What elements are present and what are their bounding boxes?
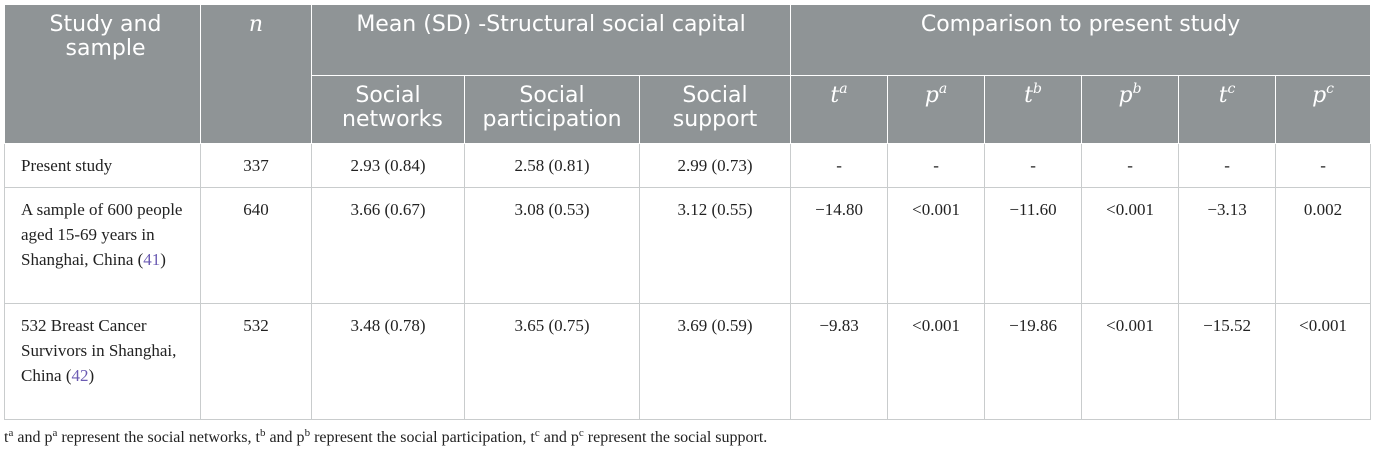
table-footnote: ta and pa represent the social networks,… (4, 427, 768, 447)
cell-t-a: −14.80 (790, 187, 889, 304)
citation-link[interactable]: 42 (71, 366, 89, 385)
table-row: A sample of 600 people aged 15-69 years … (4, 187, 1372, 304)
cell-networks: 3.48 (0.78) (311, 303, 465, 420)
cell-t-c: −15.52 (1178, 303, 1277, 420)
header-comparison-group: Comparison to present study (790, 4, 1372, 76)
comparison-table: Study and sample n Mean (SD) -Structural… (4, 4, 1372, 420)
cell-t-b: −11.60 (984, 187, 1083, 304)
cell-support: 3.12 (0.55) (638, 187, 792, 304)
cell-p-b: - (1081, 143, 1180, 188)
cell-participation: 3.08 (0.53) (464, 187, 640, 304)
table-container: Study and sample n Mean (SD) -Structural… (4, 4, 1372, 420)
cell-p-a: <0.001 (887, 187, 986, 304)
citation-link[interactable]: 41 (143, 250, 161, 269)
cell-t-c: −3.13 (1178, 187, 1277, 304)
cell-p-a: <0.001 (887, 303, 986, 420)
header-social-support: Social support (638, 75, 792, 144)
cell-p-b: <0.001 (1081, 303, 1180, 420)
cell-t-b: - (984, 143, 1083, 188)
header-mean-group: Mean (SD) -Structural social capital (310, 4, 792, 76)
header-p-a: pa (887, 75, 986, 144)
cell-n: 532 (200, 303, 312, 420)
cell-n: 640 (200, 187, 312, 304)
cell-p-c: - (1275, 143, 1372, 188)
cell-support: 2.99 (0.73) (638, 143, 792, 188)
cell-study: Present study (4, 143, 201, 188)
cell-study: A sample of 600 people aged 15-69 years … (4, 187, 201, 304)
header-t-a: ta (790, 75, 889, 144)
cell-p-c: 0.002 (1275, 187, 1372, 304)
cell-t-c: - (1178, 143, 1277, 188)
header-p-b: pb (1081, 75, 1180, 144)
header-social-networks: Social networks (311, 75, 465, 144)
cell-support: 3.69 (0.59) (638, 303, 792, 420)
cell-networks: 3.66 (0.67) (311, 187, 465, 304)
header-n: n (200, 4, 312, 144)
cell-study: 532 Breast Cancer Survivors in Shanghai,… (4, 303, 201, 420)
cell-p-c: <0.001 (1275, 303, 1372, 420)
cell-networks: 2.93 (0.84) (311, 143, 465, 188)
header-social-participation: Social participation (464, 75, 640, 144)
header-t-c: tc (1178, 75, 1277, 144)
cell-p-a: - (887, 143, 986, 188)
table-row: Present study 337 2.93 (0.84) 2.58 (0.81… (4, 143, 1372, 188)
cell-t-a: - (790, 143, 889, 188)
header-p-c: pc (1275, 75, 1372, 144)
cell-p-b: <0.001 (1081, 187, 1180, 304)
cell-n: 337 (200, 143, 312, 188)
table-row: 532 Breast Cancer Survivors in Shanghai,… (4, 303, 1372, 420)
header-study: Study and sample (4, 4, 201, 144)
cell-participation: 3.65 (0.75) (464, 303, 640, 420)
header-t-b: tb (984, 75, 1083, 144)
cell-t-a: −9.83 (790, 303, 889, 420)
cell-participation: 2.58 (0.81) (464, 143, 640, 188)
cell-t-b: −19.86 (984, 303, 1083, 420)
